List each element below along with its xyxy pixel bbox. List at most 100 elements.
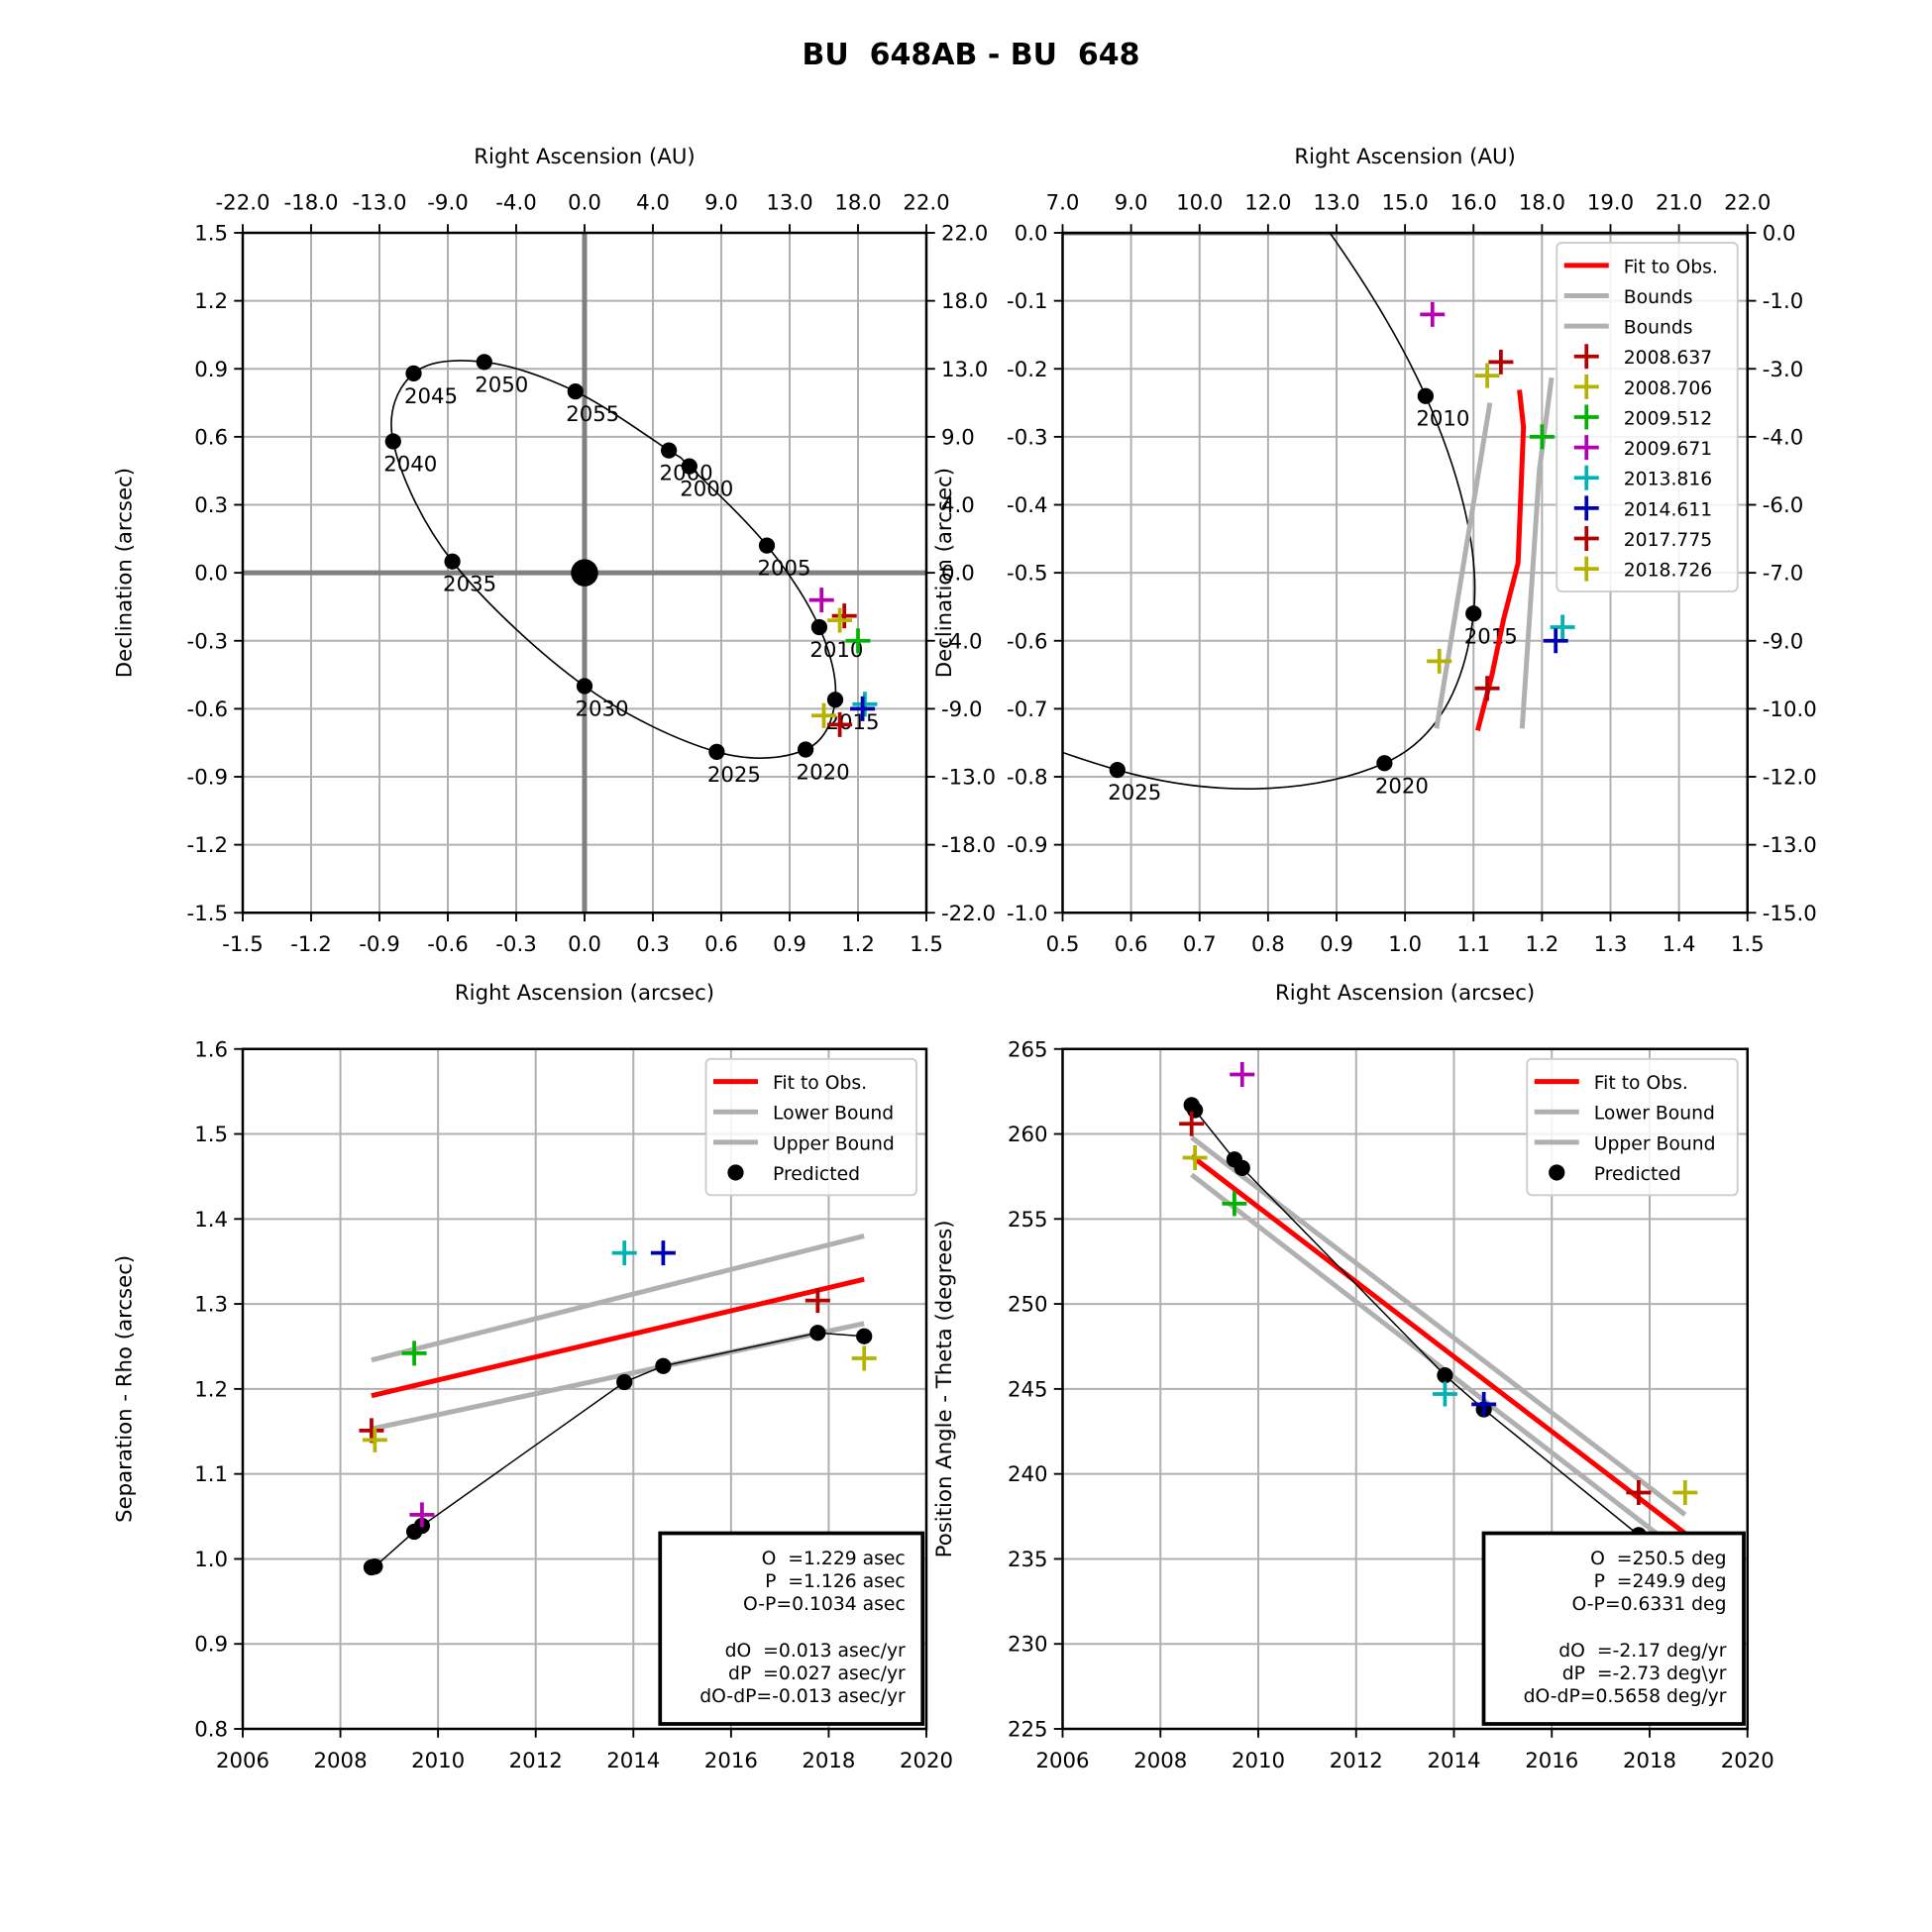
legend-label: 2018.726 (1624, 561, 1712, 582)
observation-marker (1432, 1381, 1457, 1407)
x-tick-label: 0.0 (568, 932, 601, 957)
x-tick-label: 2012 (1330, 1749, 1383, 1773)
observation-marker (1573, 435, 1599, 461)
epoch-label: 2040 (383, 452, 437, 477)
fit-line (371, 1234, 865, 1363)
legend-label: Upper Bound (773, 1133, 895, 1154)
epoch-label: 2000 (680, 478, 733, 502)
y-tick-label: -1.5 (187, 902, 228, 926)
x2-tick-label: 9.0 (704, 190, 738, 215)
y-tick-label: 255 (1008, 1208, 1048, 1233)
legend-label: 2014.611 (1624, 499, 1712, 520)
panel: 2006 2008 2010 2012 2014 2016 2018 2020 0.8 0.9 1.… (113, 1037, 954, 1773)
observation-marker (1420, 301, 1446, 327)
x-tick-label: 0.9 (773, 932, 806, 957)
stats-text: dP =0.027 asec/yr (728, 1664, 906, 1684)
plot-area: 2000200520102015202020252030203520402045… (243, 233, 926, 913)
predicted-point (616, 1373, 633, 1391)
stats-text: O =250.5 deg (1590, 1549, 1726, 1569)
predicted-point (856, 1328, 873, 1344)
y2-tick-label: 13.0 (941, 358, 988, 382)
legend-label: Bounds (1624, 287, 1693, 308)
x-tick-label: 1.5 (910, 932, 943, 957)
y-tick-label: -0.5 (1007, 562, 1047, 587)
epoch-point (681, 458, 698, 475)
x-tick-label: 0.8 (1251, 932, 1285, 957)
observation-marker (409, 1502, 435, 1528)
y2-tick-label: -7.0 (1763, 562, 1803, 587)
epoch-point (1376, 755, 1393, 772)
observation-marker (401, 1341, 427, 1366)
y2-tick-label: -4.0 (941, 629, 982, 654)
plot-frame (1061, 231, 1749, 914)
y-tick-label: 235 (1008, 1548, 1048, 1572)
plot-area (359, 1234, 877, 1576)
y-tick-label: -0.9 (1007, 833, 1047, 858)
x-axis-label: Right Ascension (arcsec) (1275, 981, 1535, 1006)
observation-marker (827, 711, 853, 737)
y-tick-label: 0.8 (194, 1718, 228, 1743)
x-tick-label: 2014 (1427, 1749, 1480, 1773)
observation-marker (831, 603, 857, 629)
y2-tick-label: -1.0 (1763, 289, 1803, 314)
y-tick-label: 0.6 (194, 425, 228, 450)
predicted-point (1186, 1102, 1204, 1119)
y2-tick-label: -9.0 (941, 698, 982, 722)
observation-marker (805, 1288, 830, 1314)
stats-text: P =1.126 asec (765, 1571, 906, 1592)
plot-frame (1061, 1047, 1749, 1731)
x-tick-label: 0.9 (1320, 932, 1353, 957)
x2-tick-label: 15.0 (1381, 190, 1428, 215)
epoch-point (567, 383, 584, 400)
x-tick-label: 2010 (411, 1749, 465, 1773)
stats-text: dO =-2.17 deg/yr (1558, 1641, 1727, 1662)
observation-marker (1230, 1061, 1255, 1087)
legend-label: Fit to Obs. (773, 1073, 867, 1094)
fit-line (1519, 376, 1555, 729)
observation-marker (1471, 1391, 1497, 1417)
predicted-line (371, 1332, 865, 1568)
epoch-label: 2050 (475, 373, 528, 397)
legend-box (1556, 242, 1739, 592)
epoch-label: 2060 (660, 462, 713, 486)
y-tick-label: -0.3 (1007, 425, 1047, 450)
epoch-label: 2005 (757, 557, 810, 582)
stats-text: dO-dP=-0.013 asec/yr (699, 1686, 906, 1707)
epoch-point (405, 365, 422, 381)
legend-label: Lower Bound (1594, 1104, 1715, 1125)
y2-tick-label: 4.0 (941, 493, 975, 518)
x-tick-label: 0.6 (1115, 932, 1148, 957)
observation-marker (808, 588, 834, 613)
stats-box (658, 1531, 925, 1726)
x2-tick-label: 16.0 (1450, 190, 1497, 215)
y2-tick-label: 0.0 (941, 562, 975, 587)
y-tick-label: 1.0 (194, 1548, 228, 1572)
fit-line (1434, 402, 1493, 729)
x-tick-label: 1.3 (1594, 932, 1628, 957)
legend-label: Fit to Obs. (1624, 257, 1718, 277)
y-tick-label: -0.7 (1007, 698, 1047, 722)
epoch-point (797, 741, 814, 758)
x2-tick-label: 7.0 (1046, 190, 1080, 215)
predicted-point (1234, 1159, 1250, 1176)
observation-marker (1573, 344, 1599, 370)
y-tick-label: -1.2 (187, 833, 228, 858)
legend-label: Upper Bound (1594, 1133, 1716, 1154)
y-tick-label: -1.0 (1007, 902, 1047, 926)
observation-marker (1474, 363, 1500, 388)
y-tick-label: 1.5 (194, 222, 228, 247)
y2-tick-label: -3.0 (1763, 358, 1803, 382)
epoch-label: 2035 (443, 573, 496, 597)
y-axis-label: Declination (arcsec) (113, 468, 138, 678)
epoch-point (1109, 762, 1126, 779)
x-tick-label: 2006 (1035, 1749, 1089, 1773)
predicted-point (809, 1325, 826, 1342)
legend-label: 2008.637 (1624, 348, 1712, 369)
x2-tick-label: 21.0 (1656, 190, 1702, 215)
observation-marker (845, 628, 871, 654)
predicted-point (1437, 1367, 1453, 1384)
x-tick-label: 1.2 (1525, 932, 1558, 957)
legend-label: Bounds (1624, 318, 1693, 339)
epoch-point (660, 442, 678, 459)
x-tick-label: -0.9 (359, 932, 399, 957)
